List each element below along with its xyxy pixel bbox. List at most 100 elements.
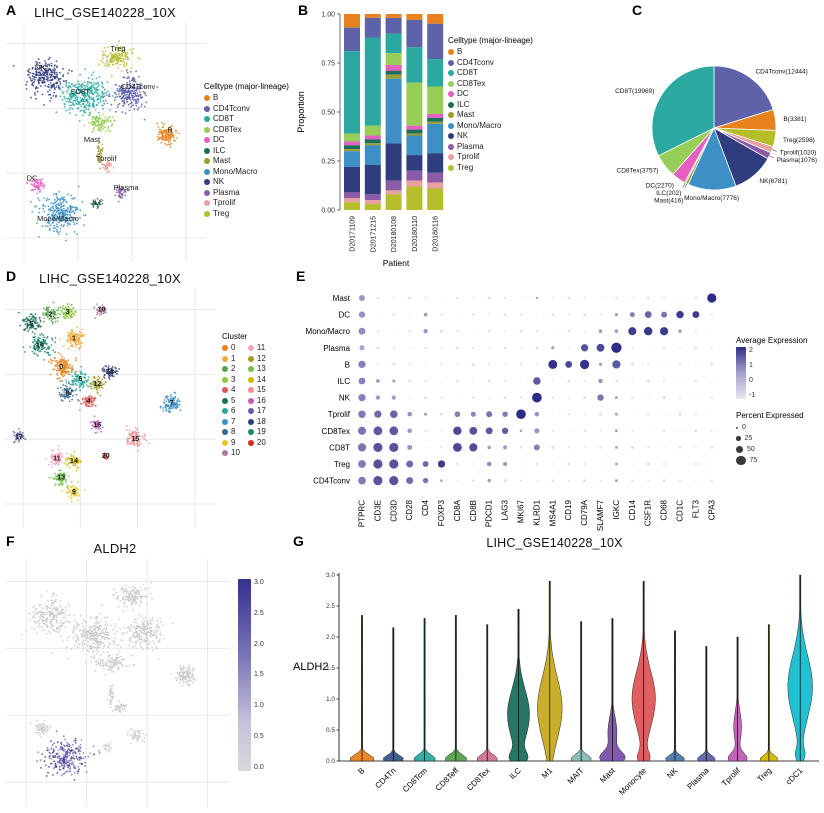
lineage-legend: Celltype (major-lineage) B CD4Tconv CD8T CD…	[204, 82, 292, 219]
svg-text:MKI67: MKI67	[517, 499, 526, 523]
feature-colorbar-ticks: 3.0 2.5 2.0 1.5 1.0 0.5 0.0	[254, 579, 264, 771]
svg-text:10: 10	[98, 307, 106, 314]
bar-legend-item: B	[448, 47, 558, 58]
lineage-legend-item: Mast	[204, 156, 292, 167]
svg-text:CD68: CD68	[660, 499, 669, 520]
lineage-legend-item: B	[204, 93, 292, 104]
svg-text:CD14: CD14	[628, 499, 637, 520]
svg-text:PTPRC: PTPRC	[358, 500, 367, 527]
svg-text:CD8A: CD8A	[453, 499, 462, 521]
lineage-legend-item: ILC	[204, 146, 292, 157]
legend-swatch	[247, 387, 254, 394]
legend-label: 20	[256, 437, 266, 447]
svg-text:ILC(202): ILC(202)	[656, 190, 681, 197]
legend-swatch	[222, 418, 228, 425]
svg-text:Patient: Patient	[383, 258, 410, 268]
colorbar-ticks: 2 1 0 -1	[749, 347, 755, 399]
legend-swatch	[247, 408, 254, 415]
panel-b-bar-plot: 1.00 0.75 0.50 0.25 0.00 D20171109 D20171215 D2…	[296, 12, 444, 268]
panel-f-label: F	[6, 533, 15, 549]
legend-swatch	[247, 418, 254, 425]
legend-swatch	[204, 179, 210, 186]
cluster-legend-item: 2	[222, 364, 240, 375]
cluster-legend-item: 11	[247, 343, 266, 354]
percent-expressed-legend-title: Percent Expressed	[736, 411, 804, 420]
svg-text:7: 7	[170, 400, 174, 407]
avg-expression-colorbar: 2 1 0 -1	[736, 347, 822, 399]
cluster-legend-item: 13	[247, 364, 266, 375]
percent-expressed-item: 0	[736, 422, 822, 433]
svg-text:12: 12	[93, 381, 101, 388]
legend-label: 1	[231, 353, 236, 363]
svg-text:B(3381): B(3381)	[783, 116, 806, 123]
legend-swatch	[204, 168, 210, 175]
legend-swatch	[448, 164, 454, 171]
feature-colorbar-tick: 0.5	[254, 733, 264, 741]
legend-label: 3	[231, 374, 236, 384]
svg-text:Mast: Mast	[84, 135, 101, 144]
svg-text:0.25: 0.25	[321, 159, 335, 166]
feature-colorbar-tick: 1.5	[254, 671, 264, 679]
avg-expression-tick: 1	[749, 362, 753, 369]
legend-label: NK	[457, 131, 469, 140]
svg-text:D20180108: D20180108	[391, 216, 398, 252]
legend-swatch	[448, 80, 454, 87]
legend-swatch	[448, 112, 454, 119]
svg-text:Mono/Macro: Mono/Macro	[306, 327, 351, 336]
svg-text:CD4Tconv: CD4Tconv	[313, 477, 350, 486]
legend-label: 15	[256, 385, 266, 394]
legend-swatch	[204, 158, 210, 165]
legend-swatch	[448, 154, 454, 161]
legend-label: Mast	[457, 110, 475, 119]
panel-b-label: B	[298, 2, 309, 18]
legend-swatch	[204, 126, 210, 133]
legend-label: Tprolif	[213, 198, 236, 207]
panel-f: F ALDH2 3.0 2.5 2.0 1.5 1.0 0.5 0.0	[0, 533, 285, 813]
feature-colorbar-tick: 2.5	[254, 609, 264, 617]
svg-text:NK: NK	[339, 394, 351, 403]
lineage-legend-item: Mono/Macro	[204, 167, 292, 178]
bar-legend-item: Plasma	[448, 142, 558, 153]
cluster-legend-item: 19	[247, 427, 266, 438]
svg-text:DC: DC	[338, 311, 350, 320]
feature-colorbar-tick: 1.0	[254, 702, 264, 710]
svg-text:9: 9	[72, 489, 76, 496]
legend-swatch	[448, 122, 454, 129]
legend-swatch	[222, 355, 228, 362]
svg-text:16: 16	[93, 422, 101, 429]
cluster-legend-item: 7	[222, 417, 240, 428]
bar-legend-item: CD4Tconv	[448, 58, 558, 69]
svg-text:IGKC: IGKC	[612, 500, 621, 520]
bar-legend-item: DC	[448, 89, 558, 100]
cluster-legend-item: 0	[222, 343, 240, 354]
svg-text:CD8T(19969): CD8T(19969)	[615, 88, 654, 95]
svg-text:Mono/Macro: Mono/Macro	[37, 214, 79, 223]
legend-label: DC	[213, 135, 225, 144]
svg-text:Tprolif: Tprolif	[96, 154, 118, 163]
colorbar-gradient	[736, 347, 746, 399]
legend-label: 5	[231, 395, 236, 405]
svg-text:1: 1	[72, 335, 76, 342]
svg-text:5: 5	[30, 321, 34, 328]
feature-colorbar-gradient	[238, 579, 251, 771]
svg-text:D20180110: D20180110	[412, 216, 419, 252]
svg-text:D20180116: D20180116	[433, 216, 440, 252]
legend-swatch	[448, 70, 454, 77]
svg-text:0.50: 0.50	[321, 110, 335, 117]
panel-a-title: LIHC_GSE140228_10X	[34, 5, 176, 20]
svg-text:ILC: ILC	[338, 377, 351, 386]
legend-swatch	[204, 200, 210, 207]
legend-label: 7	[231, 416, 236, 426]
legend-label: 10	[231, 448, 240, 457]
lineage-legend-item: NK	[204, 177, 292, 188]
panel-f-title: ALDH2	[93, 541, 137, 556]
cluster-legend-item: 16	[247, 396, 266, 407]
lineage-legend-item: CD4Tconv	[204, 104, 292, 115]
svg-text:Mono/Macro(7776): Mono/Macro(7776)	[684, 195, 739, 202]
legend-label: 6	[231, 406, 236, 415]
panel-f-feature-plot	[6, 559, 230, 807]
dotplot-legends: Average Expression 2 1 0 -1 Percent Express…	[736, 336, 822, 466]
svg-text:DC(2270): DC(2270)	[646, 182, 674, 189]
legend-swatch	[204, 105, 210, 112]
